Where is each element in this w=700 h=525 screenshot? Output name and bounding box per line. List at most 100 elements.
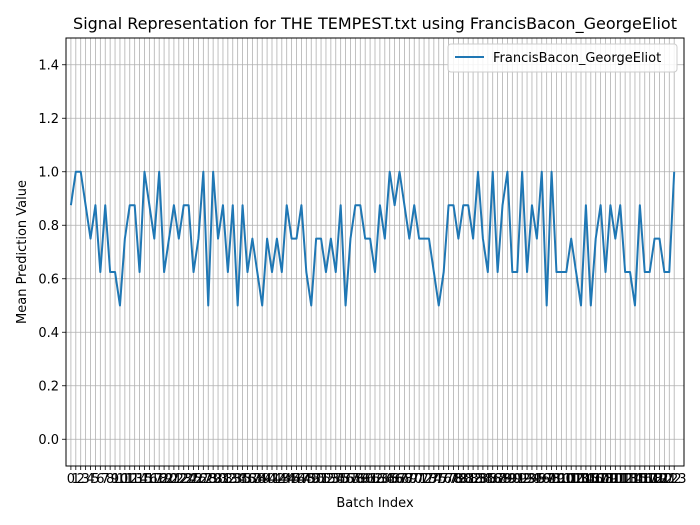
- x-tick-label: 14: [131, 472, 148, 487]
- x-tick-label: 71: [411, 472, 428, 487]
- x-tick-label: 42: [269, 472, 286, 487]
- x-tick-label: 109: [593, 472, 618, 487]
- x-tick-label: 32: [220, 472, 237, 487]
- x-tick-label: 110: [598, 472, 623, 487]
- x-tick-label: 89: [499, 472, 516, 487]
- x-tick-label: 51: [313, 472, 330, 487]
- x-tick-label: 99: [548, 472, 565, 487]
- x-tick-label: 13: [126, 472, 143, 487]
- x-tick-label: 81: [460, 472, 477, 487]
- x-tick-label: 77: [440, 472, 457, 487]
- series-lines: [69, 170, 676, 307]
- y-tick-label: 0.2: [38, 379, 59, 394]
- x-tick-label: 107: [583, 472, 608, 487]
- x-tick-label: 24: [180, 472, 197, 487]
- x-tick-label: 114: [618, 472, 643, 487]
- x-tick-label: 2: [77, 472, 85, 487]
- x-tick-label: 0: [67, 472, 75, 487]
- x-tick-label: 93: [519, 472, 536, 487]
- x-tick-label: 30: [210, 472, 227, 487]
- x-tick-label: 39: [254, 472, 271, 487]
- x-tick-label: 58: [347, 472, 364, 487]
- x-tick-label: 44: [278, 472, 295, 487]
- x-tick-label: 61: [362, 472, 379, 487]
- x-tick-label: 28: [200, 472, 217, 487]
- legend: FrancisBacon_GeorgeEliot: [447, 43, 678, 73]
- x-tick-label: 105: [573, 472, 598, 487]
- x-tick-label: 69: [401, 472, 418, 487]
- x-tick-label: 57: [342, 472, 359, 487]
- chart-title: Signal Representation for THE TEMPEST.tx…: [73, 14, 677, 34]
- x-tick-label: 4: [86, 472, 94, 487]
- x-tick-label: 87: [489, 472, 506, 487]
- x-tick-label: 3: [81, 472, 89, 487]
- x-tick-label: 92: [514, 472, 531, 487]
- x-tick-label: 100: [549, 472, 574, 487]
- x-tick-label: 98: [543, 472, 560, 487]
- x-tick-label: 119: [642, 472, 667, 487]
- x-tick-label: 27: [195, 472, 212, 487]
- x-tick-label: 95: [529, 472, 546, 487]
- x-tick-label: 43: [274, 472, 291, 487]
- x-tick-label: 49: [303, 472, 320, 487]
- x-tick-label: 10: [112, 472, 129, 487]
- x-tick-label: 6: [96, 472, 104, 487]
- y-tick-label: 0.4: [38, 326, 59, 341]
- x-tick-label: 104: [569, 472, 594, 487]
- x-tick-label: 47: [293, 472, 310, 487]
- x-tick-label: 66: [386, 472, 403, 487]
- x-tick-label: 84: [475, 472, 492, 487]
- x-tick-label: 75: [430, 472, 447, 487]
- x-tick-label: 88: [494, 472, 511, 487]
- x-tick-label: 111: [603, 472, 628, 487]
- x-tick-label: 121: [652, 472, 677, 487]
- y-tick-label: 1.0: [38, 165, 59, 180]
- x-tick-label: 102: [559, 472, 584, 487]
- x-tick-label: 85: [480, 472, 497, 487]
- x-tick-label: 82: [465, 472, 482, 487]
- x-tick-label: 19: [156, 472, 173, 487]
- y-tick-label: 1.4: [38, 58, 59, 73]
- x-tick-label: 79: [450, 472, 467, 487]
- x-tick-label: 54: [327, 472, 344, 487]
- x-tick-label: 33: [224, 472, 241, 487]
- x-tick-label: 46: [288, 472, 305, 487]
- x-tick-label: 15: [136, 472, 153, 487]
- x-tick-label: 22: [171, 472, 188, 487]
- x-tick-label: 37: [244, 472, 261, 487]
- x-tick-label: 120: [647, 472, 672, 487]
- x-tick-label: 68: [396, 472, 413, 487]
- y-tick-label: 1.2: [38, 112, 59, 127]
- y-tick-label: 0.0: [38, 433, 59, 448]
- x-tick-label: 35: [234, 472, 251, 487]
- x-tick-label: 60: [357, 472, 374, 487]
- x-tick-label: 86: [484, 472, 501, 487]
- x-tick-label: 72: [416, 472, 433, 487]
- x-tick-label: 65: [381, 472, 398, 487]
- x-tick-label: 73: [421, 472, 438, 487]
- x-tick-label: 36: [239, 472, 256, 487]
- x-tick-label: 38: [249, 472, 266, 487]
- y-tick-label: 0.8: [38, 219, 59, 234]
- y-axis-ticks: 0.0 0.2 0.4 0.6 0.8 1.0 1.2 1.4: [38, 58, 66, 448]
- x-tick-label: 108: [588, 472, 613, 487]
- x-tick-label: 113: [613, 472, 638, 487]
- x-tick-label: 70: [406, 472, 423, 487]
- x-tick-label: 63: [372, 472, 389, 487]
- series-line: [69, 170, 676, 307]
- x-tick-label: 62: [367, 472, 384, 487]
- x-tick-label: 118: [637, 472, 662, 487]
- x-tick-label: 50: [308, 472, 325, 487]
- x-tick-label: 20: [161, 472, 178, 487]
- x-tick-label: 31: [215, 472, 232, 487]
- legend-series-name: FrancisBacon_GeorgeEliot: [493, 51, 661, 66]
- x-tick-label: 17: [146, 472, 163, 487]
- x-tick-label: 16: [141, 472, 158, 487]
- x-tick-label: 26: [190, 472, 207, 487]
- x-tick-label: 97: [538, 472, 555, 487]
- x-tick-label: 23: [175, 472, 192, 487]
- x-tick-label: 123: [662, 472, 687, 487]
- x-tick-label: 9: [111, 472, 119, 487]
- x-axis-ticks: 0123456789101112131415161718192021222324…: [67, 466, 687, 487]
- x-tick-label: 64: [377, 472, 394, 487]
